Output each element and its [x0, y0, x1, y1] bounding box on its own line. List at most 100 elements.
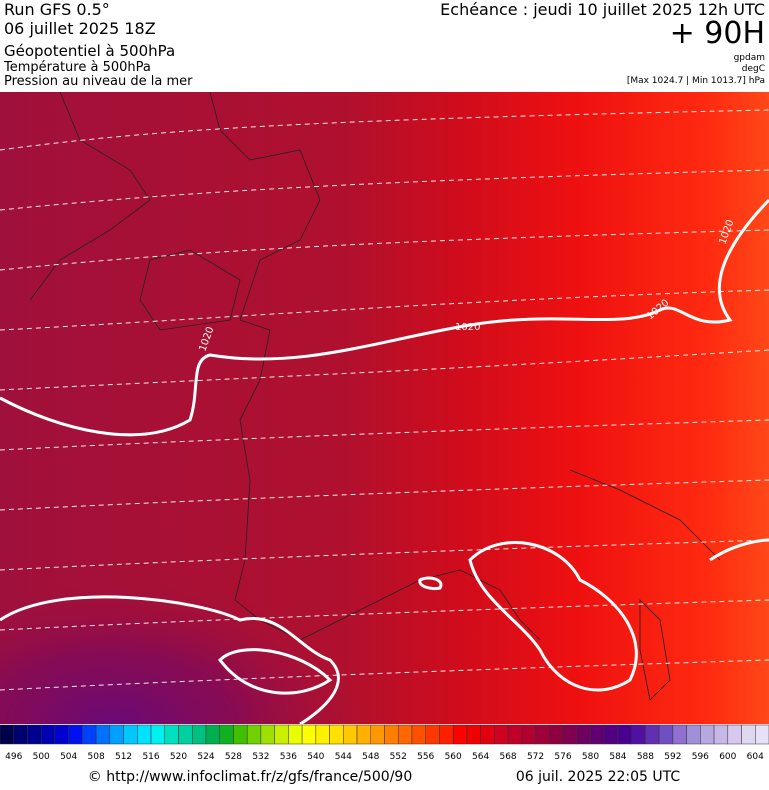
legend-label: 520 — [170, 752, 187, 762]
legend-label: 584 — [609, 752, 626, 762]
legend-swatch — [727, 724, 742, 745]
contour-label: 1020 — [455, 322, 480, 333]
legend-label: 532 — [252, 752, 269, 762]
legend-label: 496 — [5, 752, 22, 762]
legend-swatch — [521, 724, 536, 745]
legend-swatch — [40, 724, 56, 745]
legend-label: 504 — [60, 752, 77, 762]
field-geopotential: Géopotentiel à 500hPa — [4, 42, 175, 60]
legend-swatch — [700, 724, 715, 745]
legend-swatch — [137, 724, 152, 745]
legend-swatch — [68, 724, 83, 745]
legend-swatch — [246, 724, 262, 745]
legend-swatch — [205, 724, 220, 745]
legend-swatch — [164, 724, 179, 745]
legend-label: 600 — [719, 752, 736, 762]
legend-swatch — [315, 724, 330, 745]
field-pressure: Pression au niveau de la mer — [4, 74, 193, 89]
legend-label: 540 — [307, 752, 324, 762]
legend-label: 568 — [499, 752, 516, 762]
legend-swatch — [274, 724, 289, 745]
map: 1020 1020 1020 1020 — [0, 92, 769, 724]
legend-swatch — [301, 724, 317, 745]
pressure-contours — [0, 198, 769, 724]
legend-swatch — [370, 724, 385, 745]
legend-label: 516 — [142, 752, 159, 762]
legend-swatch — [658, 724, 674, 745]
legend-label: 576 — [554, 752, 571, 762]
legend-swatch — [645, 724, 660, 745]
legend-swatch — [260, 724, 275, 745]
legend-swatch — [590, 724, 605, 745]
color-legend: 496 500 504 508 512 516 520 524 528 532 536 540 544 5… — [0, 724, 769, 762]
legend-swatch — [384, 724, 399, 745]
legend-label: 536 — [280, 752, 297, 762]
legend-swatch — [150, 724, 166, 745]
legend-swatch — [329, 724, 344, 745]
legend-swatch — [713, 724, 729, 745]
legend-swatch — [192, 724, 207, 745]
legend-swatch — [686, 724, 701, 745]
run-date: 06 juillet 2025 18Z — [4, 19, 156, 38]
legend-swatch — [672, 724, 687, 745]
legend-label: 524 — [197, 752, 214, 762]
field-temperature: Température à 500hPa — [3, 60, 151, 75]
legend-swatch — [425, 724, 440, 745]
valid-time: Echéance : jeudi 10 juillet 2025 12h UTC — [440, 0, 765, 19]
legend-swatch — [343, 724, 358, 745]
temperature-contours — [0, 109, 769, 691]
legend-swatch — [233, 724, 248, 745]
legend-swatch — [494, 724, 509, 745]
unit-degc: degC — [742, 64, 765, 74]
legend-swatch — [535, 724, 550, 745]
run-title: Run GFS 0.5° — [4, 0, 110, 19]
legend-swatch — [562, 724, 578, 745]
legend-label: 552 — [390, 752, 407, 762]
legend-label: 512 — [115, 752, 132, 762]
legend-swatch — [452, 724, 468, 745]
legend-swatch — [603, 724, 619, 745]
legend-label: 556 — [417, 752, 434, 762]
legend-swatch — [123, 724, 138, 745]
legend-label: 592 — [664, 752, 681, 762]
legend-label: 596 — [692, 752, 709, 762]
legend-swatch — [466, 724, 481, 745]
legend-label: 560 — [445, 752, 462, 762]
legend-swatch — [507, 724, 523, 745]
legend-swatch — [95, 724, 111, 745]
lead-time: + 90H — [670, 16, 765, 51]
legend-label: 508 — [88, 752, 105, 762]
legend-swatch — [576, 724, 591, 745]
map-cold-area — [0, 400, 560, 724]
legend-swatch — [27, 724, 42, 745]
legend-label: 572 — [527, 752, 544, 762]
legend-swatch — [549, 724, 564, 745]
legend-swatch — [219, 724, 234, 745]
legend-swatch — [411, 724, 426, 745]
pressure-range: [Max 1024.7 | Min 1013.7] hPa — [627, 76, 765, 86]
legend-swatch — [617, 724, 632, 745]
legend-label: 548 — [362, 752, 379, 762]
unit-gpdam: gpdam — [734, 53, 765, 63]
legend-label: 580 — [582, 752, 599, 762]
legend-swatch — [741, 724, 756, 745]
legend-label: 500 — [33, 752, 50, 762]
legend-label: 528 — [225, 752, 242, 762]
legend-swatch — [82, 724, 97, 745]
legend-label: 544 — [335, 752, 352, 762]
legend-label: 588 — [637, 752, 654, 762]
legend-swatch — [109, 724, 124, 745]
legend-swatch — [0, 724, 14, 745]
legend-swatch — [397, 724, 413, 745]
legend-swatch — [288, 724, 303, 745]
legend-swatch — [178, 724, 193, 745]
footer-generated: 06 juil. 2025 22:05 UTC — [516, 769, 681, 785]
footer-url: © http://www.infoclimat.fr/z/gfs/france/… — [88, 769, 412, 785]
legend-swatch — [755, 724, 769, 745]
coastlines — [29, 92, 721, 701]
legend-label: 564 — [472, 752, 489, 762]
legend-swatch — [439, 724, 454, 745]
legend-swatch — [480, 724, 495, 745]
legend-swatch — [631, 724, 646, 745]
